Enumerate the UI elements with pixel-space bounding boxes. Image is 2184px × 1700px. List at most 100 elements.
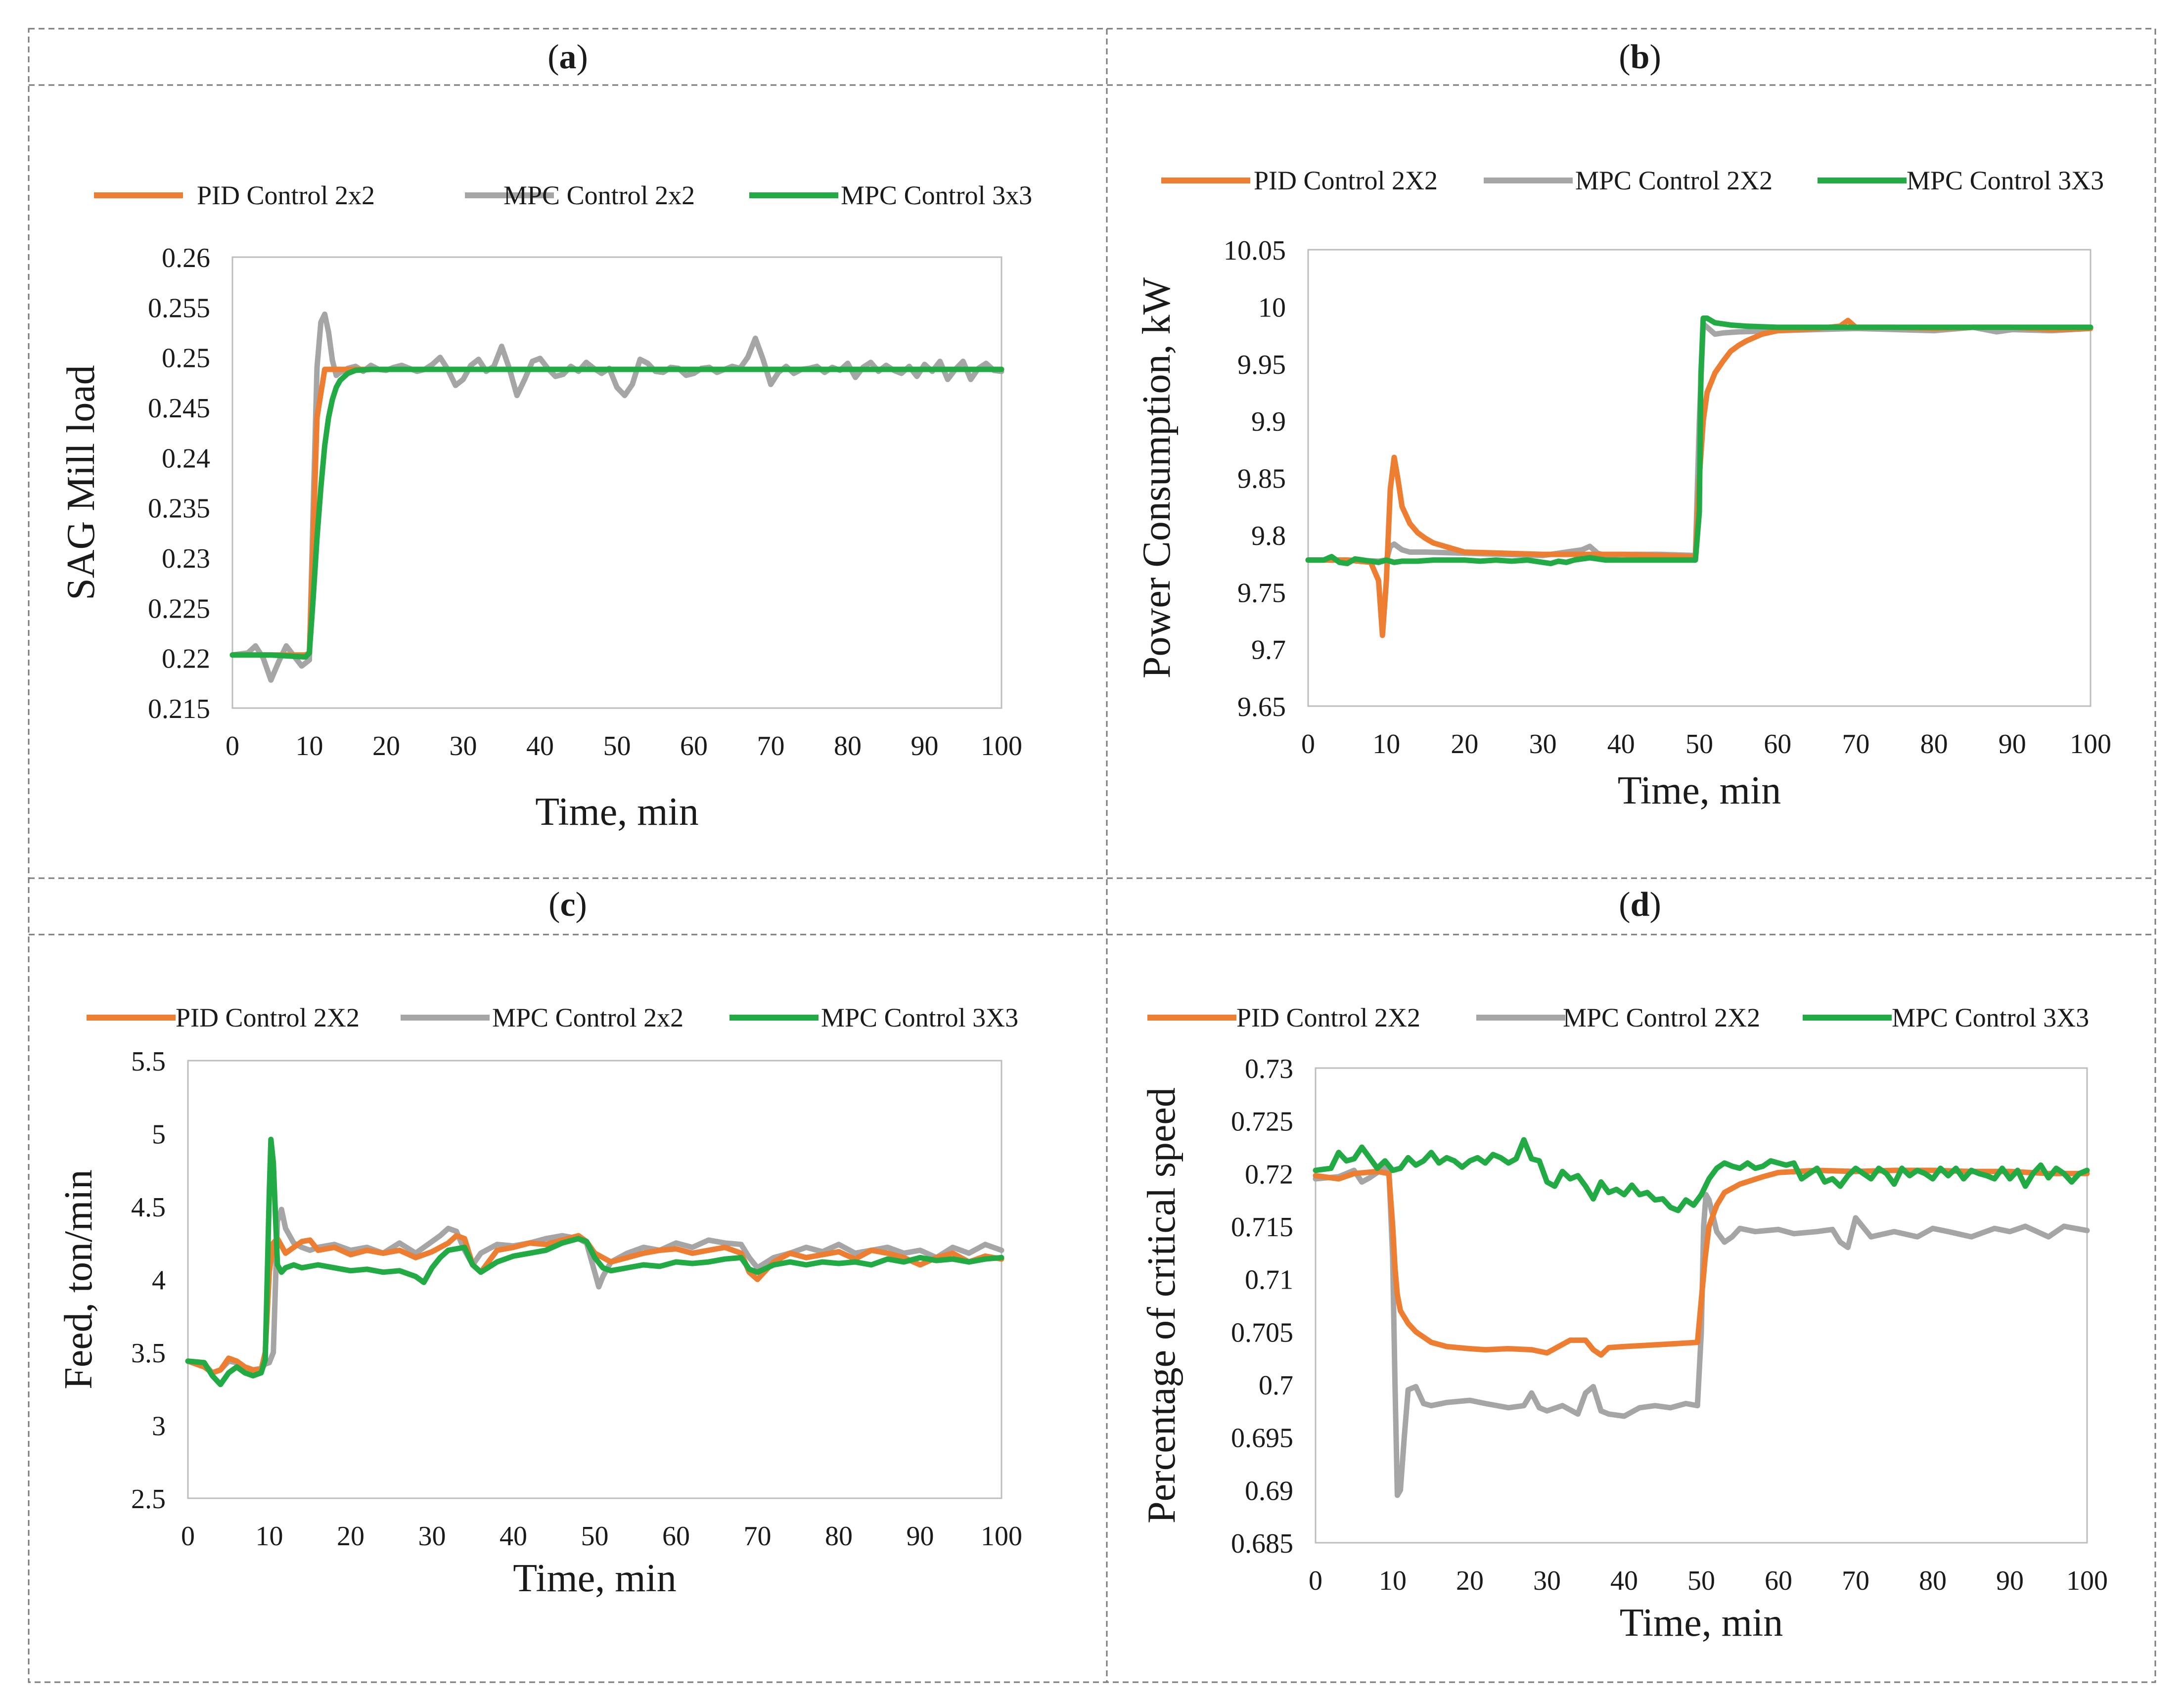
y-tick-label: 0.235	[148, 493, 210, 524]
series-line-mpc-control-3x3	[1305, 315, 2093, 567]
y-tick-label: 0.73	[1245, 1054, 1293, 1084]
x-tick-label: 70	[1842, 729, 1869, 760]
legend-label: MPC Control 2x2	[492, 1003, 683, 1032]
x-axis-title: Time, min	[1620, 1601, 1783, 1645]
y-tick-label: 2.5	[131, 1484, 166, 1515]
y-tick-label: 5.5	[131, 1046, 166, 1077]
x-tick-label: 30	[418, 1521, 446, 1552]
y-tick-label: 0.255	[148, 293, 210, 323]
series-line-mpc-control-3x3	[185, 1136, 1004, 1387]
y-axis-title: Power Consumption, kW	[1135, 277, 1179, 678]
legend-label: MPC Control 2X2	[1563, 1003, 1760, 1032]
x-tick-label: 70	[744, 1521, 772, 1552]
y-tick-label: 0.715	[1231, 1212, 1293, 1243]
y-tick-label: 0.725	[1231, 1107, 1293, 1137]
y-tick-label: 0.25	[162, 343, 210, 374]
x-tick-label: 90	[1996, 1566, 2024, 1596]
legend-label: MPC Control 3x3	[841, 180, 1032, 210]
y-tick-label: 0.24	[162, 443, 210, 474]
y-tick-label: 9.95	[1237, 350, 1286, 380]
y-tick-label: 4.5	[131, 1192, 166, 1223]
series-line-mpc-control-2x2	[1313, 1164, 2090, 1498]
chart-panel-c: (c) 2.5 3 3.5 4 4.5 5 5.5 0 10 20 30 40 50 60 70 80 90 100…	[57, 886, 1022, 1600]
x-tick-label: 60	[662, 1521, 690, 1552]
plot-area	[1307, 249, 2092, 707]
x-axis-title: Time, min	[513, 1557, 676, 1600]
x-axis-title: Time, min	[1618, 769, 1781, 812]
plot-area	[187, 1060, 1002, 1499]
legend-label: PID Control 2x2	[197, 180, 375, 210]
x-tick-label: 40	[526, 731, 554, 761]
y-axis-title: Feed, ton/min	[57, 1169, 100, 1389]
legend-label: MPC Control 3X3	[1907, 166, 2104, 195]
series-line-mpc-control-3x3	[229, 366, 1004, 660]
series-line-pid-control-2x2	[1305, 317, 2093, 638]
x-tick-label: 40	[500, 1521, 527, 1552]
x-tick-label: 90	[907, 1521, 934, 1552]
x-tick-label: 50	[1687, 1566, 1715, 1596]
legend-label: MPC Control 2x2	[503, 180, 695, 210]
y-tick-label: 9.7	[1251, 635, 1286, 666]
x-tick-label: 40	[1610, 1566, 1638, 1596]
x-tick-label: 10	[256, 1521, 283, 1552]
x-tick-label: 20	[1451, 729, 1478, 760]
y-tick-label: 3.5	[131, 1338, 166, 1369]
x-tick-label: 0	[226, 731, 239, 761]
x-tick-label: 20	[372, 731, 400, 761]
x-tick-label: 10	[1372, 729, 1400, 760]
y-tick-label: 9.85	[1237, 464, 1286, 494]
y-tick-label: 9.75	[1237, 578, 1286, 608]
x-tick-label: 0	[1309, 1566, 1322, 1596]
legend-item: MPC Control 2X2	[1476, 1003, 1760, 1032]
x-tick-label: 0	[181, 1521, 195, 1552]
x-tick-label: 30	[1533, 1566, 1561, 1596]
series-line-mpc-control-3x3	[1313, 1137, 2090, 1213]
plot-area	[231, 256, 1002, 709]
legend-label: MPC Control 3X3	[1892, 1003, 2089, 1032]
y-tick-label: 0.26	[162, 243, 210, 273]
x-tick-label: 80	[1919, 1566, 1947, 1596]
chart-panel-d: (d) 0.685 0.69 0.695 0.7 0.705 0.71 0.715 0.72 0.…	[1140, 886, 2108, 1645]
y-tick-label: 0.685	[1231, 1528, 1293, 1559]
series-line-pid-control-2x2	[185, 1233, 1004, 1376]
legend-item: MPC Control 2x2	[401, 1003, 683, 1032]
y-tick-label: 0.215	[148, 694, 210, 724]
x-tick-label: 80	[1920, 729, 1948, 760]
x-tick-label: 30	[450, 731, 477, 761]
y-axis-title: Percentage of critical speed	[1140, 1087, 1183, 1523]
x-tick-label: 0	[1301, 729, 1315, 760]
y-tick-label: 0.71	[1245, 1265, 1293, 1296]
y-tick-label: 0.705	[1231, 1317, 1293, 1348]
y-tick-label: 0.23	[162, 543, 210, 574]
y-tick-label: 0.245	[148, 393, 210, 424]
legend-label: PID Control 2X2	[176, 1003, 360, 1032]
legend-item: MPC Control 3x3	[749, 180, 1032, 210]
x-tick-label: 70	[1842, 1566, 1869, 1596]
legend-item: PID Control 2X2	[87, 1003, 360, 1032]
y-tick-label: 0.695	[1231, 1423, 1293, 1454]
y-tick-label: 0.69	[1245, 1476, 1293, 1506]
legend-item: MPC Control 3X3	[729, 1003, 1018, 1032]
x-tick-label: 60	[1764, 729, 1791, 760]
legend-item: PID Control 2X2	[1161, 166, 1438, 195]
series-line-mpc-control-2x2	[185, 1207, 1004, 1376]
series-line-pid-control-2x2	[229, 366, 1004, 658]
y-tick-label: 0.72	[1245, 1159, 1293, 1190]
x-tick-label: 70	[757, 731, 785, 761]
y-tick-label: 0.22	[162, 644, 210, 674]
x-tick-label: 100	[2070, 729, 2111, 760]
x-tick-label: 100	[981, 731, 1022, 761]
x-tick-label: 10	[296, 731, 323, 761]
y-tick-label: 9.8	[1251, 521, 1286, 551]
legend-item: PID Control 2x2	[94, 180, 375, 210]
y-axis-title: SAG Mill load	[59, 365, 103, 600]
x-tick-label: 20	[1456, 1566, 1484, 1596]
legend-label: MPC Control 3X3	[821, 1003, 1018, 1032]
legend-item: MPC Control 3X3	[1818, 166, 2104, 195]
x-tick-label: 40	[1607, 729, 1635, 760]
legend-label: PID Control 2X2	[1254, 166, 1438, 195]
panel-label-a: (a)	[547, 38, 588, 76]
y-tick-label: 10.05	[1224, 235, 1286, 266]
legend-item: MPC Control 2x2	[465, 180, 695, 210]
legend-item: MPC Control 3X3	[1803, 1003, 2089, 1032]
